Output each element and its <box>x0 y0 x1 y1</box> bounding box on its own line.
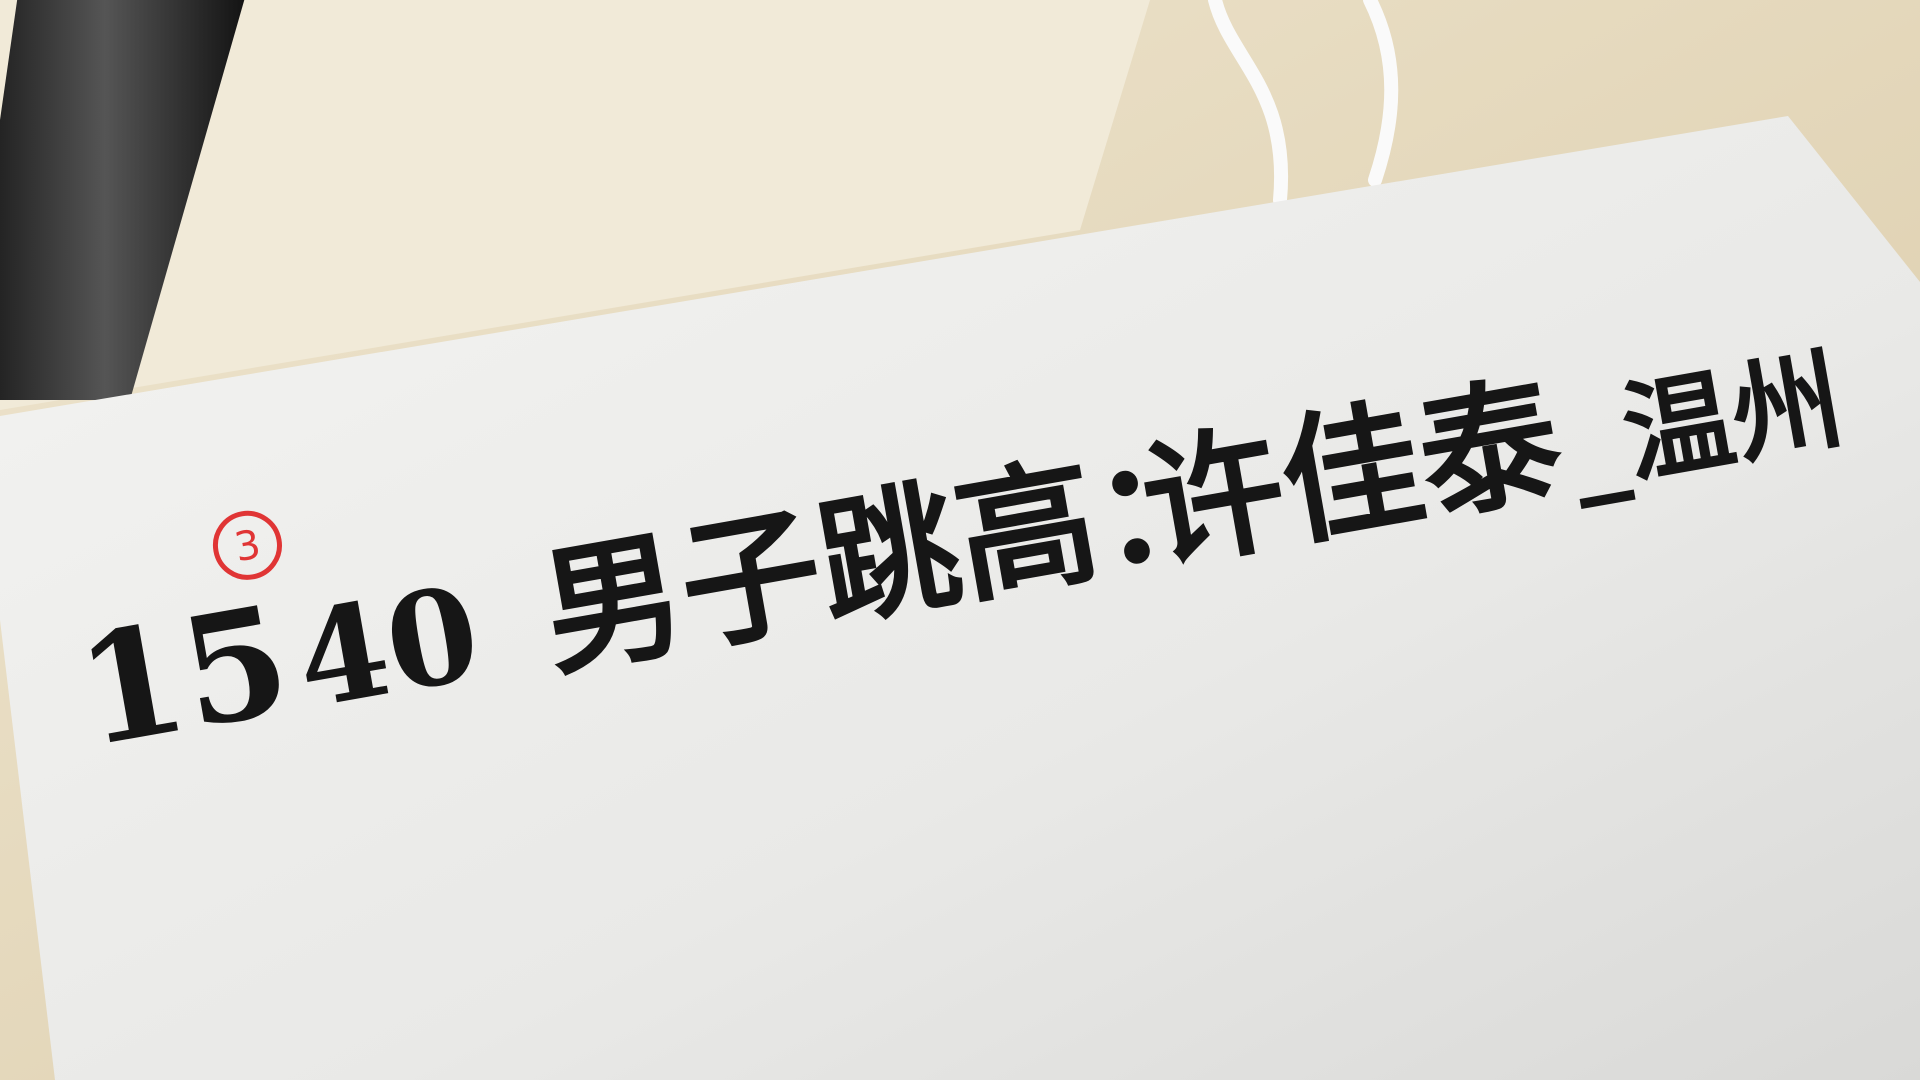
notebook <box>0 0 1150 410</box>
time-after: 40 <box>285 556 490 738</box>
time-before: 15 <box>66 572 302 782</box>
cable <box>1208 0 1399 207</box>
red-circle <box>212 510 282 580</box>
marker-pen <box>0 0 245 400</box>
paper <box>0 116 1920 1080</box>
